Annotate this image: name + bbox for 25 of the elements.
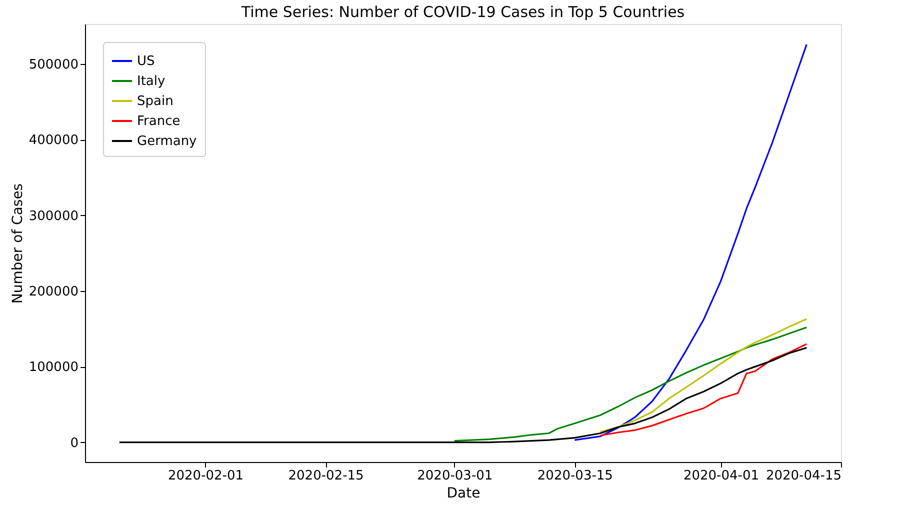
legend-label: Germany	[137, 134, 198, 149]
y-tick-label: 200000	[28, 284, 78, 300]
x-tick-label: 2020-02-01	[168, 468, 244, 484]
y-axis-title: Number of Cases	[10, 183, 26, 304]
chart-title: Time Series: Number of COVID-19 Cases in Top 5 Countries	[240, 3, 685, 21]
line-series	[600, 318, 808, 433]
y-tick-label: 400000	[28, 133, 78, 148]
legend-label: Italy	[137, 74, 166, 89]
line-series	[574, 44, 808, 441]
x-tick-label: 2020-03-01	[417, 468, 493, 484]
y-tick-label: 100000	[28, 360, 78, 376]
legend-label: Spain	[137, 94, 174, 109]
x-tick-label: 2020-04-01	[683, 468, 760, 484]
x-axis-title: Date	[446, 486, 480, 502]
x-tick-label: 2020-02-15	[288, 468, 364, 484]
y-tick-label: 500000	[28, 58, 78, 73]
line-series	[454, 326, 808, 442]
x-tick-label: 2020-03-15	[537, 468, 613, 484]
y-tick-label: 0	[70, 436, 78, 451]
line-series	[118, 346, 808, 444]
legend-label: France	[137, 114, 180, 129]
x-tick-label: 2020-04-15	[766, 468, 842, 484]
legend-label: US	[137, 54, 155, 69]
line-series	[600, 343, 808, 436]
y-tick-label: 300000	[28, 208, 78, 224]
